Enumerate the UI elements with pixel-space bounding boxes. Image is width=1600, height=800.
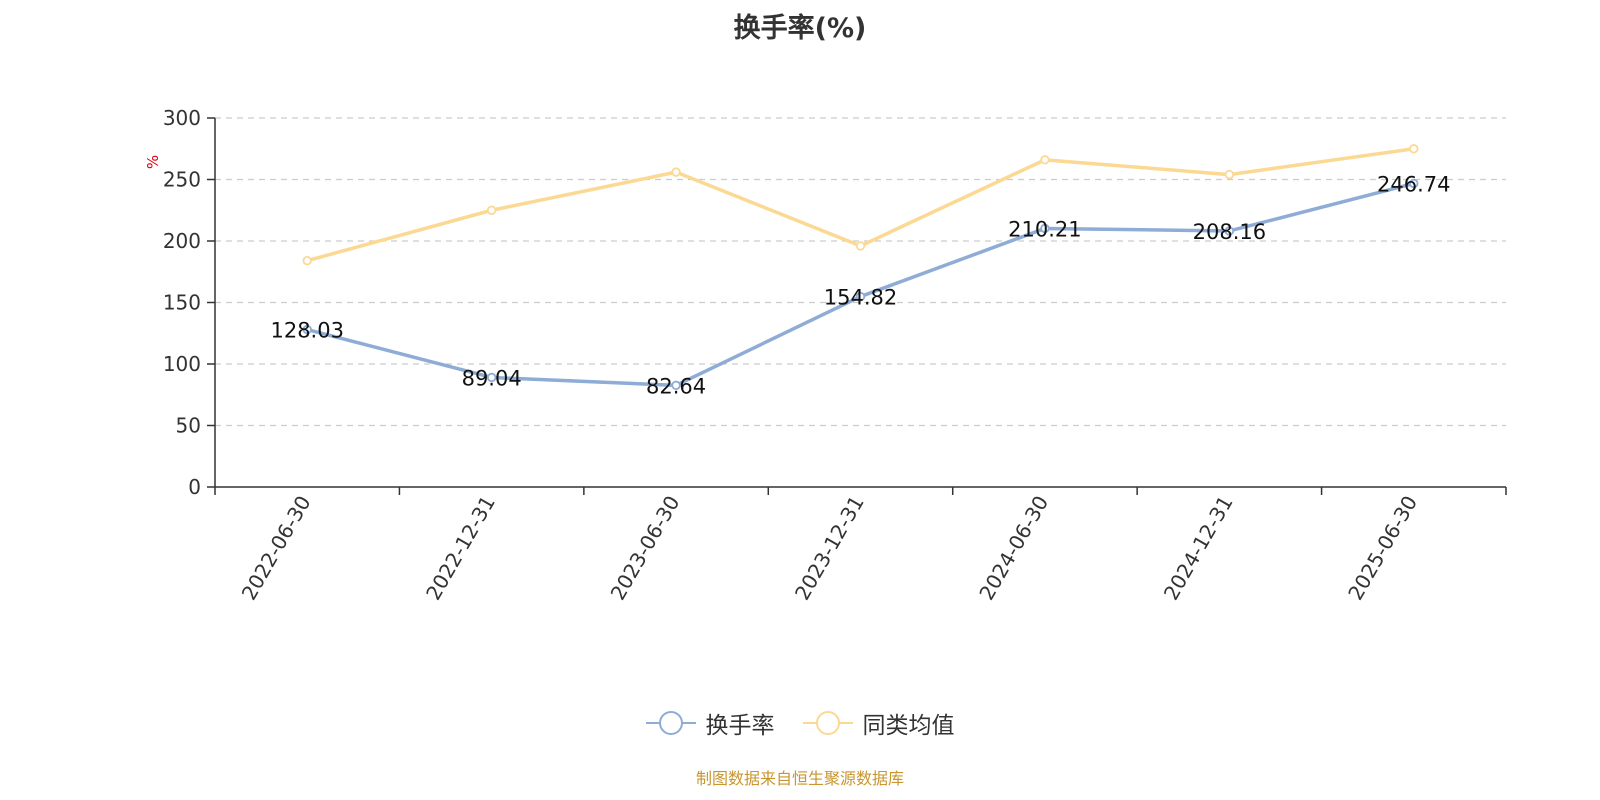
y-tick-label: 200 [163,229,201,253]
data-point-series-2[interactable] [486,205,497,215]
legend-label-series-1: 换手率 [705,713,775,739]
series-lines [302,144,1419,391]
legend: 换手率 同类均值 [0,706,1600,740]
data-point-series-2[interactable] [855,241,866,251]
legend-item-series-1[interactable]: 换手率 [645,706,775,740]
legend-marker-series-2 [802,710,853,736]
legend-label-series-2: 同类均值 [862,713,955,739]
y-tick-label: 150 [163,291,201,315]
data-label: 246.74 [1377,173,1450,197]
data-point-series-1[interactable] [855,291,866,302]
data-point-series-2[interactable] [1409,144,1419,154]
data-label: 128.03 [270,319,343,343]
data-label: 210.21 [1008,217,1081,241]
data-point-series-1[interactable] [486,372,497,383]
y-tick-label: 250 [163,168,201,192]
legend-item-series-2[interactable]: 同类均值 [802,706,955,740]
y-tick-label: 300 [163,106,201,130]
data-label: 82.64 [646,374,706,398]
source-note: 制图数据来自恒生聚源数据库 [695,769,904,788]
y-axis-ticks: 0 50 100 150 200 250 300 [163,106,215,499]
chart-title: 换手率(%) [733,13,867,44]
data-point-series-1[interactable] [1040,223,1050,234]
x-tick-label: 2022-06-30 [237,492,316,605]
data-point-series-2[interactable] [1040,155,1050,165]
data-labels: 128.03 89.04 82.64 154.82 210.21 208.16 246.74 [270,173,1450,399]
y-tick-label: 0 [188,475,201,499]
x-axis-ticks: 2022-06-30 2022-12-31 2023-06-30 2023-12-31… [214,487,1507,605]
data-label: 89.04 [462,366,522,390]
data-point-series-1[interactable] [671,380,681,391]
x-tick-label: 2025-06-30 [1343,492,1422,605]
x-tick-label: 2022-12-31 [421,491,500,604]
x-tick-label: 2023-12-31 [790,492,869,605]
legend-marker-series-1 [645,710,696,736]
data-label: 208.16 [1193,220,1266,244]
y-tick-label: 50 [176,414,201,438]
x-tick-label: 2023-06-30 [605,492,684,605]
data-point-series-1[interactable] [1224,226,1235,236]
y-tick-label: 100 [163,352,201,376]
x-tick-label: 2024-06-30 [974,492,1053,605]
data-point-series-2[interactable] [302,255,312,266]
data-point-series-1[interactable] [302,324,312,335]
y-axis-label: % [144,155,162,169]
data-point-series-2[interactable] [1224,169,1235,180]
x-tick-label: 2024-12-31 [1159,492,1238,605]
data-label: 154.82 [824,286,897,310]
data-point-series-2[interactable] [671,167,681,177]
data-point-series-1[interactable] [1409,178,1419,189]
